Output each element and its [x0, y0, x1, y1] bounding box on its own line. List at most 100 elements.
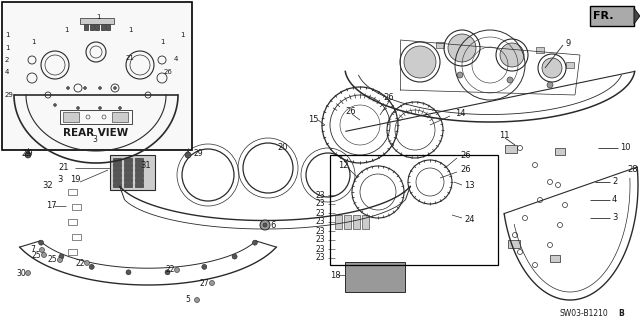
Bar [330, 155, 498, 265]
Text: 24: 24 [464, 216, 474, 225]
Text: 3: 3 [612, 213, 618, 222]
Circle shape [83, 86, 86, 90]
Bar [63, 112, 79, 122]
Circle shape [54, 103, 56, 107]
Text: SW03-B1210: SW03-B1210 [560, 308, 609, 317]
Circle shape [38, 240, 44, 245]
Text: 1: 1 [180, 32, 184, 38]
Bar [335, 215, 342, 229]
Bar [100, 22, 104, 30]
Text: 4: 4 [5, 69, 10, 75]
Text: 23: 23 [315, 199, 324, 209]
Bar [124, 183, 132, 187]
Text: 20: 20 [277, 144, 287, 152]
Bar [344, 215, 351, 229]
Bar [124, 178, 132, 182]
Text: 5: 5 [185, 295, 190, 305]
Circle shape [67, 86, 70, 90]
Bar [505, 145, 517, 153]
Text: 10: 10 [620, 144, 630, 152]
Bar [508, 240, 520, 248]
Text: 9: 9 [565, 40, 570, 48]
Text: 31: 31 [140, 160, 150, 169]
Text: 23: 23 [315, 244, 324, 254]
Circle shape [195, 298, 200, 302]
Bar [555, 148, 565, 155]
Text: 23: 23 [315, 218, 324, 226]
Text: 26: 26 [460, 151, 470, 160]
Text: B: B [618, 308, 624, 317]
Circle shape [26, 271, 31, 276]
Text: 18: 18 [330, 271, 340, 279]
Bar [60, 110, 132, 124]
Bar [135, 183, 143, 187]
Bar [590, 6, 634, 26]
Circle shape [202, 264, 207, 269]
Circle shape [84, 261, 90, 265]
Bar [411, 55, 419, 61]
Text: 17: 17 [46, 202, 56, 211]
Circle shape [500, 43, 524, 67]
Text: REAR VIEW: REAR VIEW [63, 128, 129, 138]
Text: 4: 4 [612, 196, 617, 204]
Text: 32: 32 [42, 181, 52, 189]
Circle shape [40, 248, 45, 253]
Bar [566, 62, 574, 68]
Bar [113, 173, 121, 177]
Text: 1: 1 [31, 39, 35, 45]
Circle shape [25, 152, 31, 158]
Circle shape [448, 34, 476, 62]
Circle shape [99, 86, 102, 90]
Bar [135, 163, 143, 167]
Text: 21: 21 [126, 55, 135, 61]
Bar [124, 168, 132, 172]
Circle shape [263, 223, 267, 227]
Circle shape [404, 46, 436, 78]
Text: 23: 23 [315, 190, 324, 199]
Text: 25: 25 [48, 256, 58, 264]
Circle shape [113, 86, 116, 90]
Bar [68, 189, 77, 195]
Bar [436, 42, 444, 48]
Text: 15: 15 [308, 115, 319, 124]
Text: 25: 25 [32, 250, 42, 259]
Bar [106, 22, 110, 30]
Text: 26: 26 [164, 69, 173, 75]
Bar [113, 158, 121, 162]
Text: 1: 1 [96, 14, 100, 20]
Text: 22: 22 [165, 265, 175, 275]
Circle shape [542, 58, 562, 78]
Bar [95, 22, 99, 30]
Bar [112, 112, 128, 122]
Bar [113, 183, 121, 187]
Bar [124, 163, 132, 167]
Bar [72, 204, 81, 210]
Bar [135, 168, 143, 172]
Polygon shape [634, 8, 640, 24]
Text: 26: 26 [383, 93, 394, 102]
Text: 3: 3 [57, 175, 62, 184]
Text: 11: 11 [499, 131, 509, 140]
Bar [124, 173, 132, 177]
Text: 13: 13 [464, 181, 475, 189]
Text: 23: 23 [315, 235, 324, 244]
Bar [135, 158, 143, 162]
Text: 14: 14 [455, 108, 465, 117]
Text: 1: 1 [5, 45, 10, 51]
Bar [80, 18, 114, 24]
Circle shape [260, 220, 270, 230]
Circle shape [457, 72, 463, 78]
Text: 12: 12 [338, 160, 349, 169]
Text: 1: 1 [5, 32, 10, 38]
Circle shape [252, 240, 257, 245]
Circle shape [165, 270, 170, 275]
Text: 1: 1 [64, 27, 68, 33]
Bar [135, 178, 143, 182]
Bar [84, 22, 88, 30]
Circle shape [126, 270, 131, 275]
Text: 29: 29 [5, 92, 14, 98]
Text: 4: 4 [174, 56, 179, 62]
Circle shape [77, 107, 79, 109]
Text: 23: 23 [315, 254, 324, 263]
Text: 29: 29 [22, 149, 31, 158]
